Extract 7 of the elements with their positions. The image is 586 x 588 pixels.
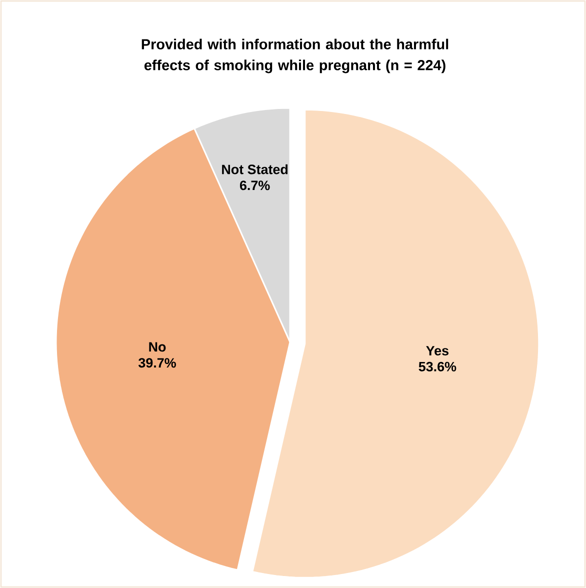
slice-label: Not Stated: [222, 164, 288, 174]
data-label: 6.7%: [240, 180, 270, 190]
slice-label: No: [149, 342, 166, 352]
data-label: 53.6%: [418, 362, 456, 372]
data-label: 39.7%: [138, 358, 176, 368]
chart-title: Provided with information about the harmful effects of smoking while pregnant (n = 224): [142, 38, 448, 74]
slice-label: Yes: [426, 346, 448, 356]
